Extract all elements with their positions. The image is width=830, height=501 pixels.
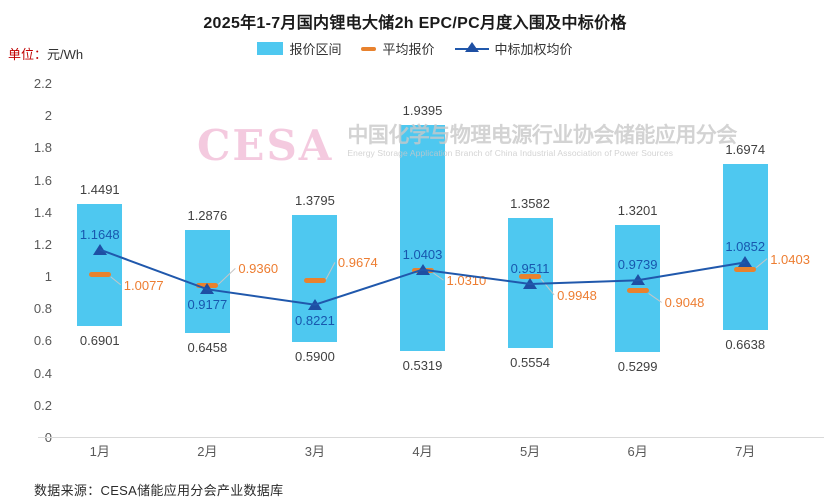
average-value-label: 1.0077 [123, 277, 164, 293]
unit-prefix: 单位： [8, 47, 48, 62]
y-tick-label: 1.6 [33, 172, 52, 188]
y-tick-label: 0.6 [33, 333, 52, 349]
min-value-label: 0.6458 [187, 340, 228, 356]
weighted-line-icon [454, 41, 489, 52]
average-dash-marker [303, 278, 326, 284]
weighted-value-label: 1.0852 [725, 239, 766, 255]
y-tick-label: 1 [44, 269, 52, 285]
weighted-triangle-marker [200, 283, 215, 295]
min-value-label: 0.5319 [402, 358, 443, 374]
average-value-label: 1.0403 [770, 251, 810, 267]
weighted-triangle-marker [92, 243, 107, 255]
y-tick-label: 2.2 [33, 76, 52, 91]
average-value-label: 0.9948 [557, 287, 597, 303]
max-value-label: 1.3795 [295, 193, 335, 209]
min-value-label: 0.6901 [79, 332, 120, 348]
weighted-triangle-marker [523, 277, 538, 289]
average-value-label: 0.9048 [664, 295, 705, 311]
y-tick-label: 0.4 [33, 365, 52, 381]
y-tick-label: 2 [44, 108, 52, 124]
weighted-value-label: 0.9511 [510, 260, 550, 276]
x-tick-label: 2月 [197, 444, 218, 459]
max-value-label: 1.4491 [79, 181, 120, 197]
unit-value: 元/Wh [47, 47, 84, 62]
weighted-triangle-marker [738, 256, 753, 268]
legend-item-weighted: 中标加权均价 [454, 39, 573, 58]
min-value-label: 0.5554 [510, 354, 550, 370]
min-value-label: 0.6638 [725, 337, 766, 353]
weighted-value-label: 1.0403 [402, 246, 443, 262]
average-value-label: 0.9360 [238, 261, 279, 277]
range-bar [77, 203, 123, 326]
weighted-value-label: 0.8221 [295, 312, 335, 328]
average-dash-icon [361, 46, 377, 51]
unit-label: 单位：元/Wh [8, 44, 83, 63]
min-value-label: 0.5299 [617, 358, 658, 374]
max-value-label: 1.9395 [402, 102, 443, 118]
average-value-label: 0.9674 [337, 255, 378, 271]
max-value-label: 1.3582 [510, 196, 550, 212]
y-tick-label: 0.2 [33, 397, 52, 413]
weighted-triangle-marker [630, 274, 645, 286]
chart-title: 2025年1-7月国内锂电大储2h EPC/PC月度入围及中标价格 [203, 15, 627, 32]
average-dash-marker [626, 288, 649, 294]
x-tick-label: 7月 [735, 444, 756, 459]
y-tick-label: 0 [44, 430, 52, 445]
weighted-triangle-marker [307, 298, 322, 310]
weighted-value-label: 0.9739 [617, 257, 658, 273]
x-tick-label: 5月 [519, 444, 541, 459]
weighted-value-label: 1.1648 [79, 226, 120, 242]
min-value-label: 0.5900 [295, 349, 335, 365]
average-dash-marker [88, 271, 111, 277]
weighted-value-label: 0.9177 [187, 297, 228, 313]
range-bar [184, 229, 230, 334]
x-tick-label: 3月 [304, 444, 326, 459]
legend-average-label: 平均报价 [382, 42, 435, 57]
weighted-triangle-marker [415, 263, 430, 275]
max-value-label: 1.6974 [725, 141, 766, 157]
data-source: 数据来源：CESA储能应用分会产业数据库 [34, 483, 284, 498]
legend-item-range: 报价区间 [257, 39, 341, 58]
legend-range-label: 报价区间 [289, 42, 342, 57]
x-tick-label: 6月 [627, 444, 648, 459]
legend: 报价区间 平均报价 中标加权均价 [0, 39, 830, 58]
max-value-label: 1.3201 [617, 202, 658, 218]
legend-weighted-label: 中标加权均价 [494, 42, 573, 57]
max-value-label: 1.2876 [187, 207, 228, 223]
y-tick-label: 0.8 [33, 301, 52, 317]
range-swatch-icon [257, 42, 284, 55]
triangle-marker-icon [464, 41, 479, 52]
legend-item-average: 平均报价 [361, 39, 435, 58]
y-tick-label: 1.8 [33, 140, 52, 156]
y-tick-label: 1.4 [33, 204, 52, 220]
x-tick-label: 1月 [89, 444, 110, 459]
x-tick-label: 4月 [412, 444, 433, 459]
average-value-label: 1.0310 [446, 273, 487, 289]
y-tick-label: 1.2 [33, 236, 52, 252]
range-bar [400, 124, 445, 352]
